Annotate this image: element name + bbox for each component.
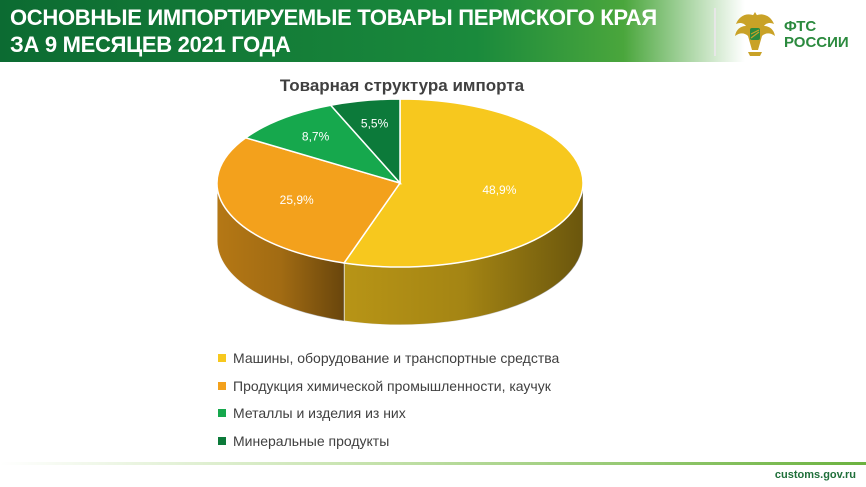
pie-side-shade-0-0 [344, 183, 583, 325]
page-title-line-2: ЗА 9 МЕСЯЦЕВ 2021 ГОДА [10, 32, 291, 57]
legend-label-1: Продукция химической промышленности, кау… [233, 377, 551, 394]
legend-item-3: Минеральные продукты [218, 431, 559, 459]
header-divider [714, 8, 716, 56]
pie-tops [216, 98, 584, 268]
page-title: ОСНОВНЫЕ ИМПОРТИРУЕМЫЕ ТОВАРЫ ПЕРМСКОГО … [10, 4, 710, 58]
pie-data-label-0: 48,9% [482, 183, 516, 197]
pie-slice-1 [216, 136, 402, 264]
footer-divider [0, 462, 866, 465]
fts-logo: ФТС РОССИИ [730, 6, 860, 60]
eagle-emblem-icon [735, 12, 775, 56]
pie-sides [216, 182, 584, 326]
logo-text: ФТС РОССИИ [784, 19, 849, 51]
chart-legend: Машины, оборудование и транспортные сред… [218, 348, 559, 458]
pie-slice-3 [329, 98, 401, 185]
legend-item-1: Продукция химической промышленности, кау… [218, 376, 559, 404]
legend-item-2: Металлы и изделия из них [218, 403, 559, 431]
legend-label-3: Минеральные продукты [233, 432, 390, 449]
legend-swatch-3 [218, 436, 226, 445]
legend-swatch-1 [218, 381, 226, 390]
pie-data-label-2: 8,7% [302, 130, 330, 144]
pie-data-label-1: 25,9% [280, 193, 314, 207]
chart-title: Товарная структура импорта [279, 76, 525, 95]
pie-slice-2 [244, 104, 403, 185]
pie-labels: 48,9% 25,9% 8,7% 5,5% [280, 117, 517, 207]
legend-label-2: Металлы и изделия из них [233, 405, 406, 421]
legend-swatch-0 [218, 354, 226, 362]
legend-item-0: Машины, оборудование и транспортные сред… [218, 348, 559, 376]
pie-slice-0 [342, 98, 584, 268]
footer-site-link[interactable]: customs.gov.ru [774, 469, 856, 481]
header-banner: ОСНОВНЫЕ ИМПОРТИРУЕМЫЕ ТОВАРЫ ПЕРМСКОГО … [0, 0, 866, 62]
legend-label-0: Машины, оборудование и транспортные сред… [233, 350, 560, 366]
page-title-line-1: ОСНОВНЫЕ ИМПОРТИРУЕМЫЕ ТОВАРЫ ПЕРМСКОГО … [10, 5, 657, 30]
logo-line-1: ФТС [784, 18, 817, 35]
pie-side-shade-1-0 [217, 183, 345, 321]
pie-data-label-3: 5,5% [361, 117, 389, 131]
legend-swatch-2 [218, 409, 226, 417]
logo-line-2: РОССИИ [784, 34, 849, 51]
